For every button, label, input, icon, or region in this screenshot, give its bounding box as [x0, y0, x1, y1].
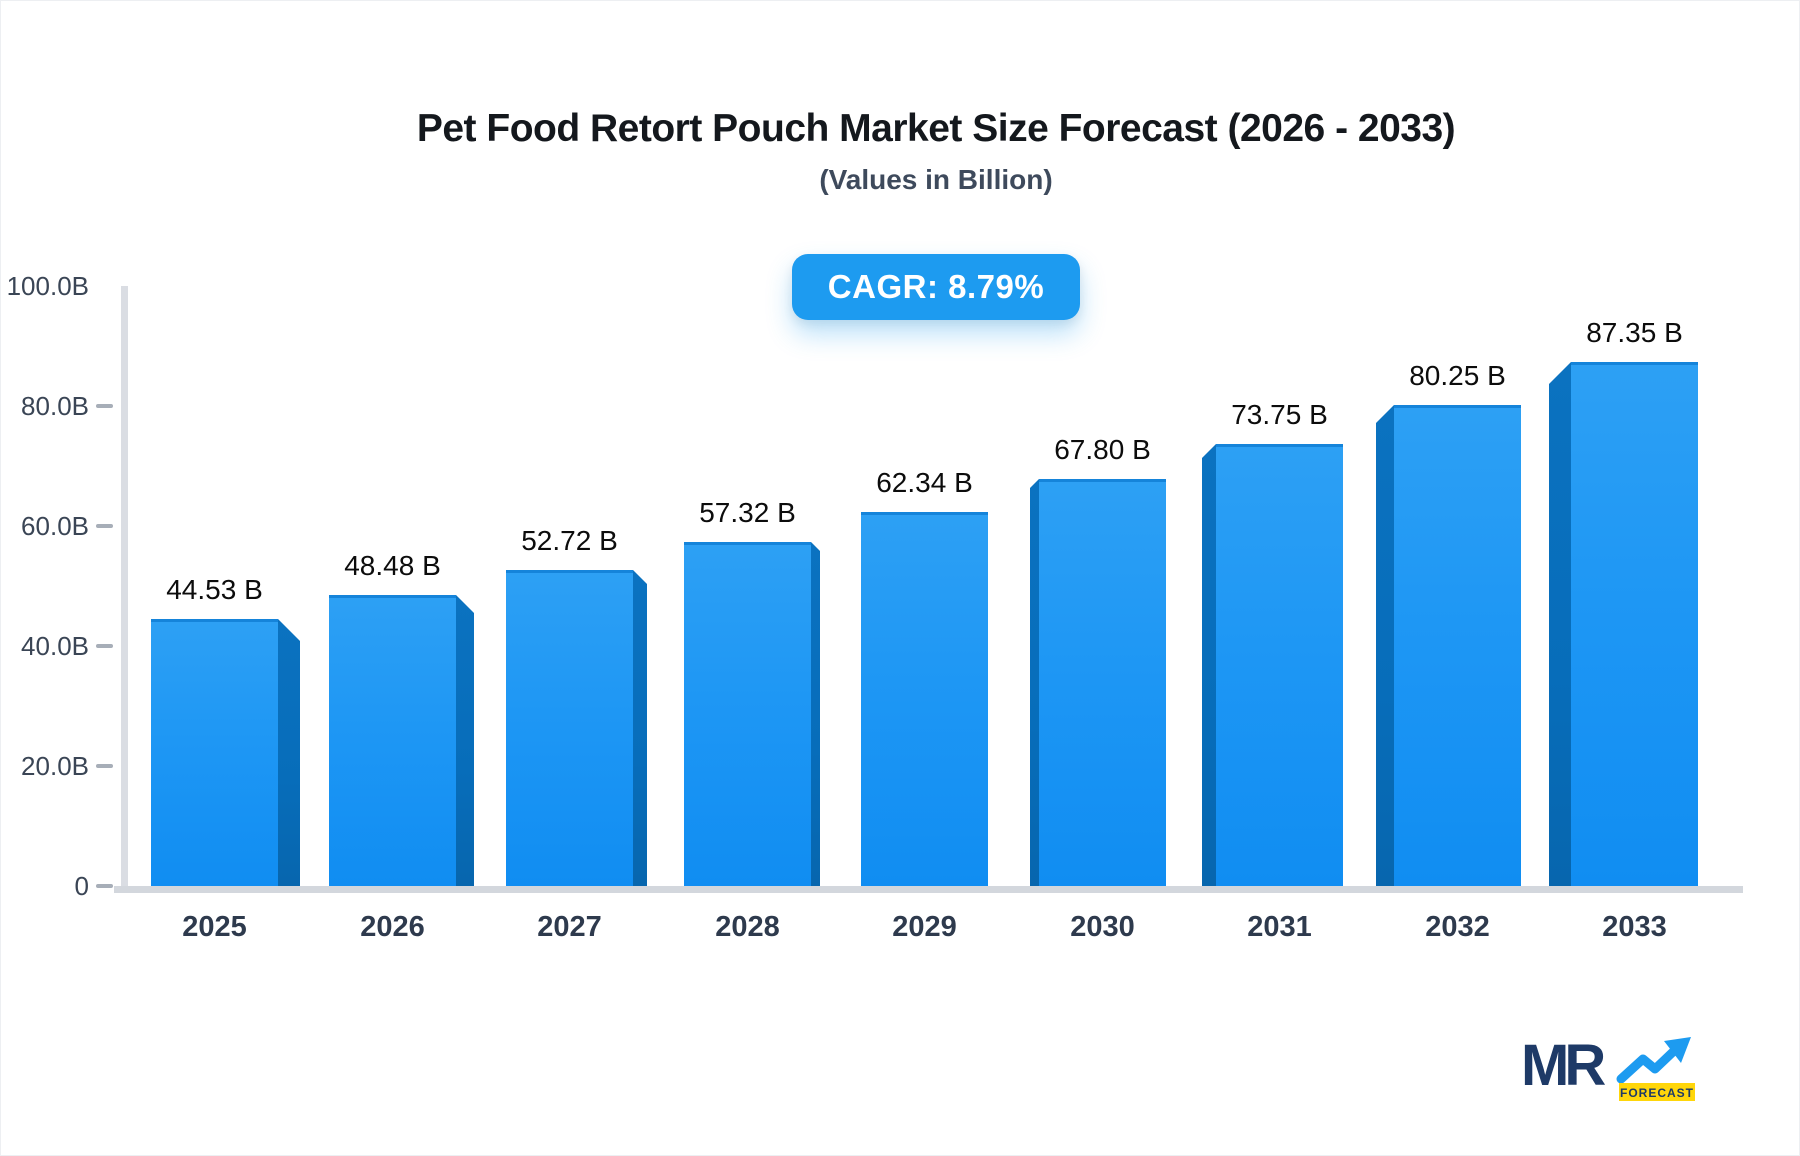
bar-2029 [861, 512, 988, 886]
logo-mr-text: MR [1523, 1033, 1605, 1098]
y-axis-tick-label: 40.0B [21, 631, 89, 661]
y-axis-tick-dash [96, 884, 113, 888]
y-axis-tick-dash [96, 764, 113, 768]
bar-3d-side-2033 [1549, 362, 1571, 886]
x-axis-label: 2031 [1247, 911, 1312, 943]
y-axis-tick-dash [96, 644, 113, 648]
bar-2030 [1039, 479, 1166, 886]
bar-2028 [684, 542, 811, 886]
bar-3d-side-2026 [456, 595, 474, 886]
y-axis-tick-dash [96, 404, 113, 408]
x-axis-label: 2030 [1070, 911, 1135, 943]
bar-2033 [1571, 362, 1698, 886]
y-axis-tick-label: 100.0B [6, 271, 89, 301]
cagr-badge: CAGR: 8.79% [791, 254, 1081, 320]
logo-forecast-box [1619, 1083, 1695, 1101]
x-axis-label: 2033 [1602, 911, 1667, 943]
y-axis-tick-label: 0 [74, 871, 89, 901]
x-axis-label: 2026 [360, 911, 425, 943]
bar-3d-side-2028 [811, 542, 820, 886]
y-axis-tick-label: 20.0B [21, 751, 89, 781]
bar-2032 [1394, 405, 1521, 886]
bar-value-label: 52.72 B [521, 525, 618, 556]
chart-subtitle: (Values in Billion) [819, 164, 1053, 195]
bar-3d-side-2030 [1030, 479, 1039, 886]
x-axis-label: 2025 [182, 911, 247, 943]
y-axis-tick-label: 80.0B [21, 391, 89, 421]
bar-value-label: 67.80 B [1054, 434, 1151, 465]
bar-3d-side-2032 [1376, 405, 1394, 886]
y-axis-line [121, 286, 128, 893]
y-axis-tick-dash [96, 524, 113, 528]
y-axis-tick-label: 60.0B [21, 511, 89, 541]
bar-2027 [506, 570, 633, 886]
bar-3d-side-2025 [278, 619, 300, 886]
bar-value-label: 62.34 B [876, 467, 973, 498]
bar-2025 [151, 619, 278, 886]
x-axis-label: 2028 [715, 911, 780, 943]
bar-value-label: 57.32 B [699, 497, 796, 528]
x-axis-label: 2032 [1425, 911, 1490, 943]
logo-forecast-text: FORECAST [1620, 1086, 1694, 1100]
bar-value-label: 80.25 B [1409, 360, 1506, 391]
logo-graphic: MR FORECAST [1521, 1033, 1695, 1101]
bar-3d-side-2031 [1202, 444, 1216, 886]
mr-forecast-logo: MR FORECAST [1521, 1033, 1698, 1103]
bar-3d-side-2027 [633, 570, 647, 886]
bar-value-label: 87.35 B [1586, 317, 1683, 348]
cagr-badge-wrap: CAGR: 8.79% [131, 254, 1741, 320]
trend-arrow-icon [1616, 1037, 1691, 1084]
x-axis-label: 2027 [537, 911, 602, 943]
bar-value-label: 48.48 B [344, 550, 441, 581]
chart-title: Pet Food Retort Pouch Market Size Foreca… [416, 107, 1456, 150]
bar-2031 [1216, 444, 1343, 886]
x-axis-baseline [114, 886, 1743, 893]
bar-2026 [329, 595, 456, 886]
bar-value-label: 73.75 B [1231, 399, 1328, 430]
x-axis-label: 2029 [892, 911, 957, 943]
bar-value-label: 44.53 B [166, 574, 263, 605]
